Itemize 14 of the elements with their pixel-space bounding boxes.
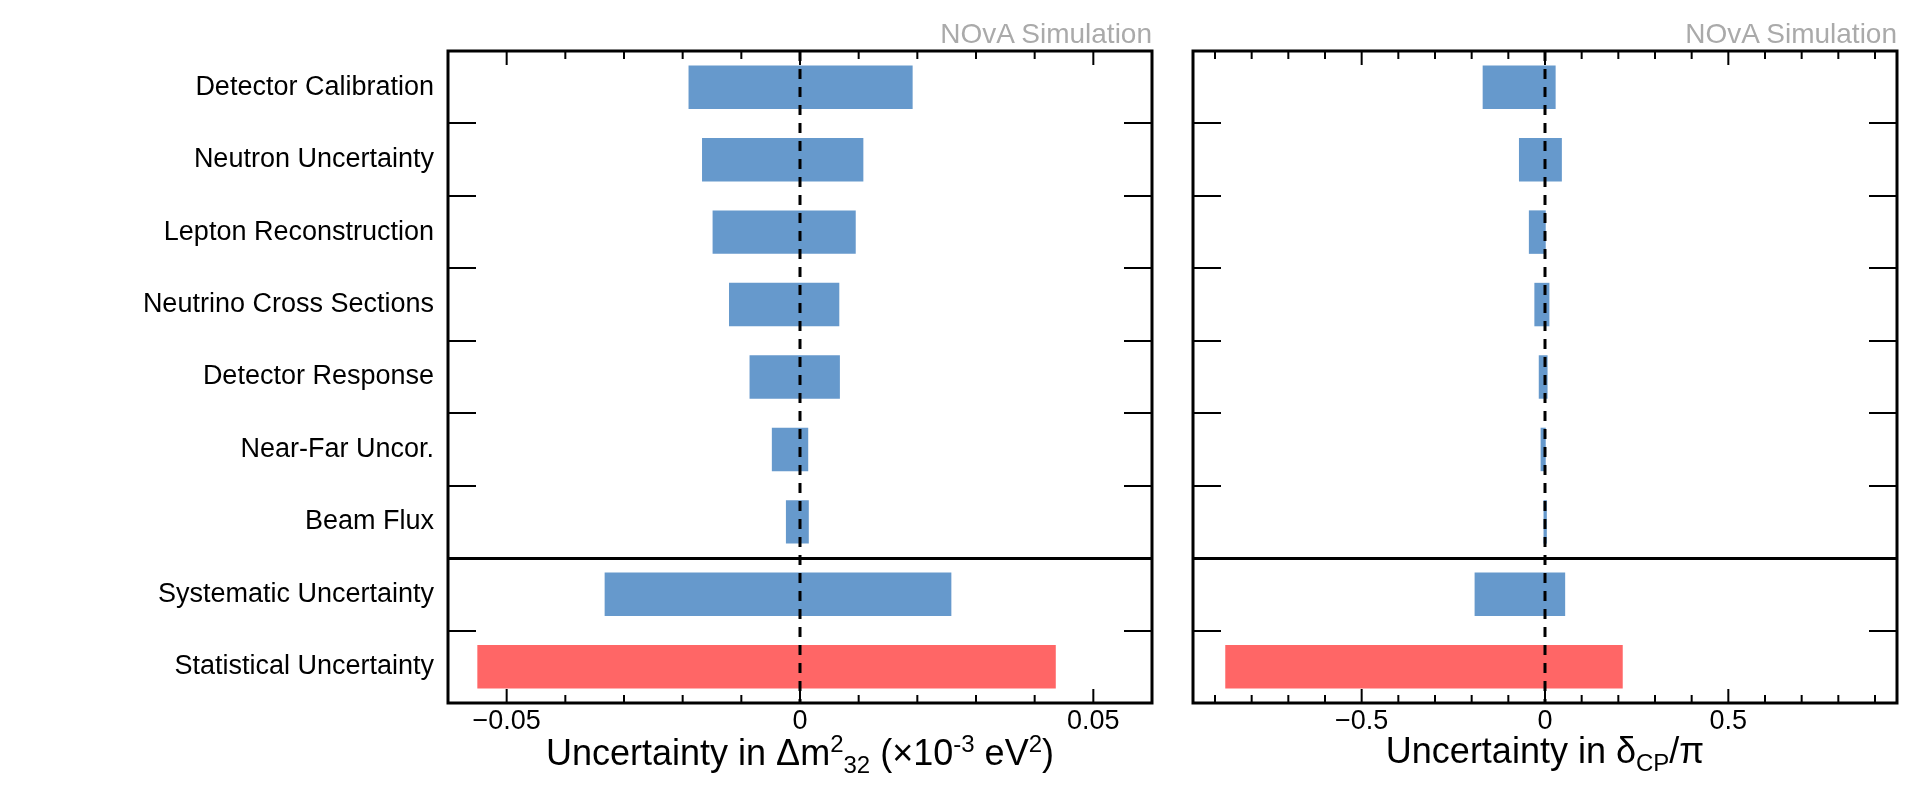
y-tick-label: Neutrino Cross Sections bbox=[142, 288, 434, 319]
x-tick-label: −0.05 bbox=[472, 704, 541, 735]
y-tick-label: Detector Response bbox=[202, 360, 434, 391]
y-tick-label: Beam Flux bbox=[304, 505, 435, 536]
y-tick-label: Lepton Reconstruction bbox=[163, 215, 434, 246]
chart-subtitle: NOvA Simulation bbox=[940, 17, 1152, 49]
chart-subtitle: NOvA Simulation bbox=[1685, 17, 1897, 49]
x-tick-label: 0.05 bbox=[1067, 704, 1120, 735]
y-tick-label: Neutron Uncertainty bbox=[193, 143, 435, 174]
y-tick-label: Near-Far Uncor. bbox=[240, 432, 434, 463]
y-tick-label: Detector Calibration bbox=[195, 70, 434, 101]
y-tick-label: Statistical Uncertainty bbox=[174, 650, 435, 681]
y-tick-label: Systematic Uncertainty bbox=[157, 577, 435, 608]
x-tick-label: 0.5 bbox=[1709, 704, 1748, 735]
